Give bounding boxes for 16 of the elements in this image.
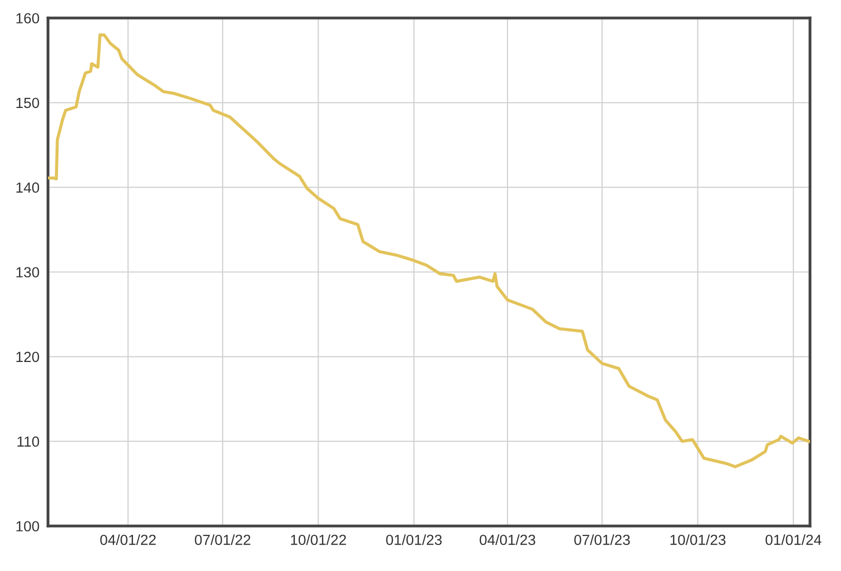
x-tick-label: 10/01/23	[670, 534, 726, 546]
x-tick-label: 07/01/23	[574, 534, 630, 546]
y-tick-label: 140	[16, 182, 40, 193]
y-tick-label: 160	[16, 13, 40, 24]
y-tick-label: 130	[16, 267, 40, 278]
y-tick-label: 120	[16, 352, 40, 362]
x-tick-label: 10/01/22	[291, 534, 346, 546]
x-tick-label: 01/01/24	[766, 534, 822, 546]
y-tick-label: 150	[16, 98, 40, 108]
x-tick-label: 04/01/23	[480, 534, 536, 546]
y-tick-label: 100	[16, 521, 40, 532]
x-tick-label: 01/01/23	[386, 534, 442, 546]
line-series	[48, 33, 810, 468]
x-tick-label: 04/01/22	[100, 534, 156, 546]
y-tick-label: 110	[18, 436, 40, 447]
x-tick-label: 07/01/22	[194, 534, 250, 546]
